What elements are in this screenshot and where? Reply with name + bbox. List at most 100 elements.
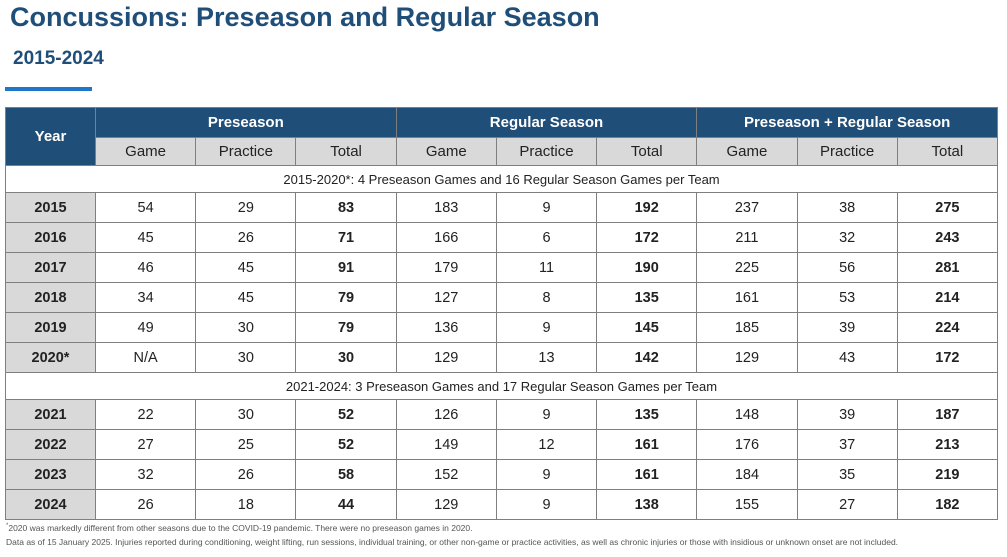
value-cell: 46	[94, 252, 197, 283]
year-cell: 2018	[5, 282, 96, 313]
value-cell: 225	[696, 252, 798, 283]
value-cell: 26	[195, 459, 297, 490]
value-cell: 12	[495, 429, 598, 460]
value-cell: 39	[796, 399, 898, 430]
value-cell: 161	[696, 282, 798, 313]
value-cell: 30	[195, 342, 297, 373]
total-cell: 71	[295, 222, 397, 253]
value-cell: 8	[495, 282, 598, 313]
value-cell: 27	[94, 429, 197, 460]
year-cell: 2016	[5, 222, 96, 253]
total-cell: 213	[896, 429, 999, 460]
value-cell: 184	[696, 459, 798, 490]
value-cell: 129	[395, 342, 497, 373]
value-cell: 183	[395, 192, 497, 223]
value-cell: 27	[796, 489, 898, 520]
year-cell: 2024	[5, 489, 96, 520]
value-cell: 22	[94, 399, 197, 430]
value-cell: N/A	[94, 342, 197, 373]
table-row: 2017 46 45 91 179 11 190 225 56 281	[5, 252, 999, 283]
total-cell: 79	[295, 312, 397, 343]
total-cell: 91	[295, 252, 397, 283]
table-row: 2020* N/A 30 30 129 13 142 129 43 172	[5, 342, 999, 373]
section-note-row: 2021-2024: 3 Preseason Games and 17 Regu…	[5, 372, 998, 400]
value-cell: 166	[395, 222, 497, 253]
table-body: 2015-2020*: 4 Preseason Games and 16 Reg…	[5, 165, 999, 520]
value-cell: 185	[696, 312, 798, 343]
table-row: 2015 54 29 83 183 9 192 237 38 275	[5, 192, 999, 223]
total-cell: 161	[596, 429, 698, 460]
total-cell: 52	[295, 429, 397, 460]
value-cell: 127	[395, 282, 497, 313]
year-cell: 2021	[5, 399, 96, 430]
value-cell: 9	[495, 489, 598, 520]
total-cell: 135	[596, 399, 698, 430]
value-cell: 45	[195, 252, 297, 283]
value-cell: 129	[696, 342, 798, 373]
section-note-row: 2015-2020*: 4 Preseason Games and 16 Reg…	[5, 165, 998, 193]
value-cell: 26	[94, 489, 197, 520]
value-cell: 126	[395, 399, 497, 430]
subheader-practice: Practice	[796, 137, 898, 166]
total-cell: 219	[896, 459, 999, 490]
footnote-data-source: Data as of 15 January 2025. Injuries rep…	[6, 537, 899, 547]
table-row: 2022 27 25 52 149 12 161 176 37 213	[5, 429, 999, 460]
value-cell: 30	[195, 312, 297, 343]
year-cell: 2022	[5, 429, 96, 460]
total-cell: 58	[295, 459, 397, 490]
table-row: 2019 49 30 79 136 9 145 185 39 224	[5, 312, 999, 343]
group-header-combined: Preseason + Regular Season	[696, 107, 998, 138]
subheader-total: Total	[896, 137, 999, 166]
concussions-table: Year Preseason Regular Season Preseason …	[5, 107, 999, 520]
value-cell: 35	[796, 459, 898, 490]
value-cell: 30	[195, 399, 297, 430]
total-cell: 187	[896, 399, 999, 430]
total-cell: 172	[596, 222, 698, 253]
value-cell: 26	[195, 222, 297, 253]
total-cell: 243	[896, 222, 999, 253]
value-cell: 25	[195, 429, 297, 460]
section-note: 2015-2020*: 4 Preseason Games and 16 Reg…	[5, 165, 998, 193]
value-cell: 6	[495, 222, 598, 253]
value-cell: 237	[696, 192, 798, 223]
total-cell: 281	[896, 252, 999, 283]
subheader-game: Game	[395, 137, 497, 166]
subheader-game: Game	[696, 137, 798, 166]
value-cell: 11	[495, 252, 598, 283]
year-header: Year	[5, 107, 96, 166]
value-cell: 34	[94, 282, 197, 313]
value-cell: 43	[796, 342, 898, 373]
table-row: 2023 32 26 58 152 9 161 184 35 219	[5, 459, 999, 490]
subheader-total: Total	[295, 137, 397, 166]
value-cell: 179	[395, 252, 497, 283]
total-cell: 214	[896, 282, 999, 313]
year-cell: 2017	[5, 252, 96, 283]
year-cell: 2015	[5, 192, 96, 223]
value-cell: 18	[195, 489, 297, 520]
year-cell: 2020*	[5, 342, 96, 373]
accent-bar	[5, 87, 92, 91]
page-subtitle: 2015-2024	[13, 48, 104, 69]
total-cell: 79	[295, 282, 397, 313]
page-title: Concussions: Preseason and Regular Seaso…	[10, 2, 600, 32]
total-cell: 83	[295, 192, 397, 223]
value-cell: 9	[495, 399, 598, 430]
value-cell: 176	[696, 429, 798, 460]
total-cell: 172	[896, 342, 999, 373]
value-cell: 37	[796, 429, 898, 460]
value-cell: 56	[796, 252, 898, 283]
value-cell: 149	[395, 429, 497, 460]
table-row: 2024 26 18 44 129 9 138 155 27 182	[5, 489, 999, 520]
value-cell: 29	[195, 192, 297, 223]
total-cell: 44	[295, 489, 397, 520]
year-cell: 2019	[5, 312, 96, 343]
value-cell: 45	[94, 222, 197, 253]
subheader-practice: Practice	[495, 137, 598, 166]
total-cell: 135	[596, 282, 698, 313]
value-cell: 32	[796, 222, 898, 253]
value-cell: 54	[94, 192, 197, 223]
value-cell: 148	[696, 399, 798, 430]
value-cell: 136	[395, 312, 497, 343]
total-cell: 30	[295, 342, 397, 373]
value-cell: 13	[495, 342, 598, 373]
